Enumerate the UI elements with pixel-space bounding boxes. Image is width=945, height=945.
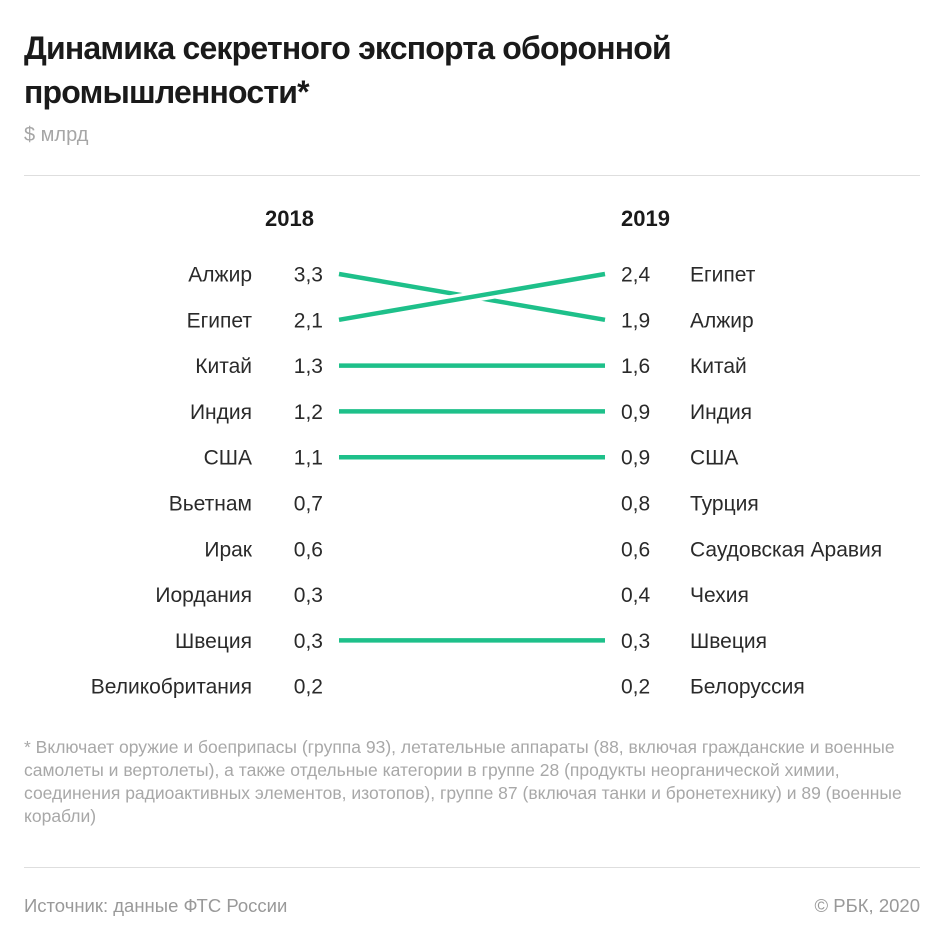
left-value-label: 0,3 [294, 630, 323, 653]
right-value-label: 1,6 [621, 355, 650, 378]
left-value-label: 1,3 [294, 355, 323, 378]
left-country-label: Вьетнам [169, 493, 252, 516]
source-note: Источник: данные ФТС России [24, 895, 288, 916]
unit-subtitle: $ млрд [24, 124, 89, 146]
left-country-label: Китай [195, 355, 252, 378]
left-value-label: 0,2 [294, 676, 323, 699]
right-country-label: Египет [690, 264, 756, 287]
right-value-label: 0,3 [621, 630, 650, 653]
left-country-label: Великобритания [91, 676, 252, 699]
right-country-label: Швеция [690, 630, 767, 653]
right-value-label: 0,8 [621, 493, 650, 516]
column-header-2018: 2018 [265, 206, 314, 231]
connection-line-Египет [338, 271, 606, 323]
copyright: © РБК, 2020 [814, 895, 920, 916]
left-country-label: Иордания [155, 584, 252, 607]
right-value-label: 0,4 [621, 584, 651, 607]
right-value-label: 0,9 [621, 401, 650, 424]
right-value-label: 0,6 [621, 538, 650, 561]
left-value-label: 0,6 [294, 538, 323, 561]
right-country-label: Чехия [690, 584, 749, 607]
right-country-label: Белоруссия [690, 676, 805, 699]
left-country-label: Швеция [175, 630, 252, 653]
right-value-label: 0,2 [621, 676, 650, 699]
bottom-divider [24, 867, 920, 868]
footnote: * Включает оружие и боеприпасы (группа 9… [24, 737, 902, 826]
right-value-label: 0,9 [621, 447, 650, 470]
left-country-label: Египет [187, 309, 253, 332]
left-country-label: Ирак [204, 538, 252, 561]
left-value-label: 0,7 [294, 493, 323, 516]
left-value-label: 1,2 [294, 401, 323, 424]
chart-title: Динамика секретного экспорта оборонной п… [24, 30, 672, 110]
left-value-label: 3,3 [294, 264, 323, 287]
right-country-label: Турция [690, 493, 759, 516]
left-country-label: Индия [190, 401, 252, 424]
right-value-label: 2,4 [621, 264, 651, 287]
right-country-label: Китай [690, 355, 747, 378]
right-value-label: 1,9 [621, 309, 650, 332]
column-header-2019: 2019 [621, 206, 670, 231]
right-country-label: США [690, 447, 738, 470]
left-value-label: 1,1 [294, 447, 323, 470]
left-country-label: Алжир [188, 264, 252, 287]
left-value-label: 0,3 [294, 584, 323, 607]
left-value-label: 2,1 [294, 309, 323, 332]
right-country-label: Индия [690, 401, 752, 424]
right-country-label: Саудовская Аравия [690, 538, 882, 561]
right-country-label: Алжир [690, 309, 754, 332]
left-country-label: США [204, 447, 252, 470]
top-divider [24, 175, 920, 176]
